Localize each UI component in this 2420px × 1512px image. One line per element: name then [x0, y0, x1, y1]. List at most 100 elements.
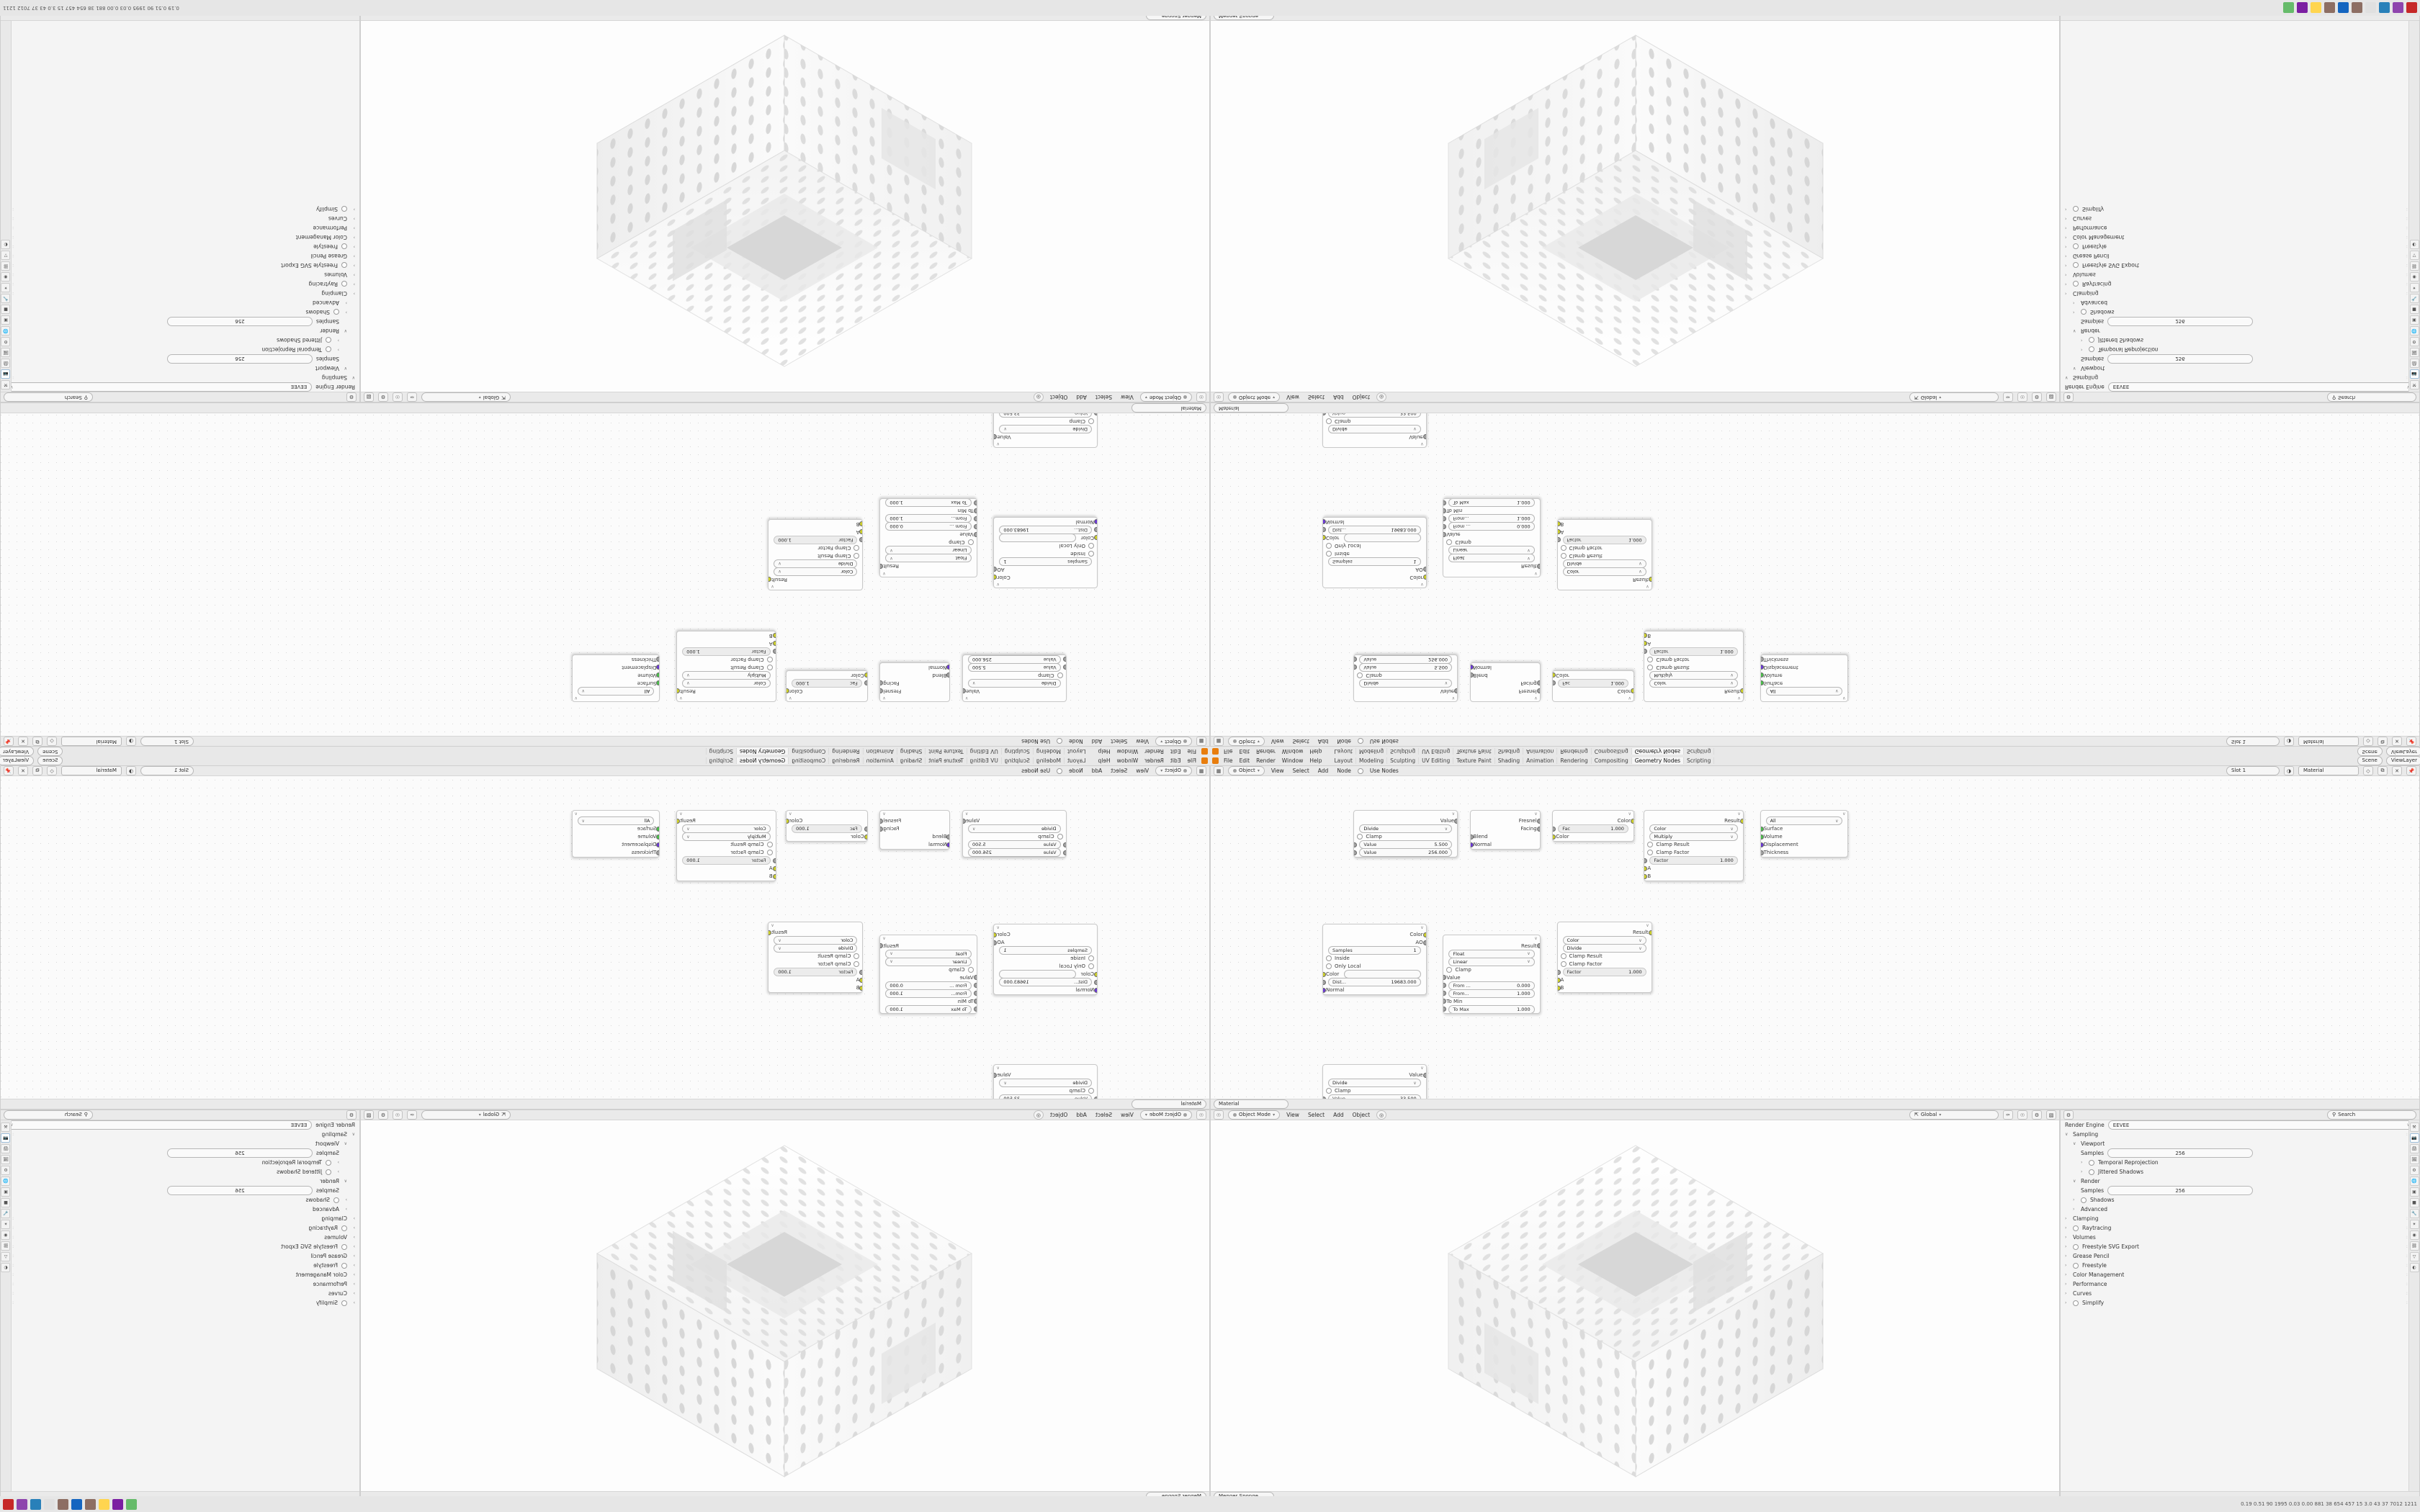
chevron-right-icon[interactable]: › [337, 1160, 339, 1165]
property-row[interactable]: ›Freestyle SVG Export:::: [2061, 261, 2419, 270]
node-editor-top-footer[interactable]: Material [1, 403, 1209, 413]
property-row[interactable]: ›Performance:::: [1, 223, 359, 233]
overlays-icon[interactable]: ▧ [364, 392, 374, 402]
node-enum-dropdown[interactable]: Divide ∨ [774, 559, 858, 568]
copy-icon[interactable]: ⧉ [2378, 737, 2388, 746]
node-field-row[interactable]: To Max 1.000 [880, 1004, 977, 1014]
node-field-row[interactable]: Only Local [994, 963, 1097, 971]
node-field-row[interactable]: Only Local [1323, 541, 1426, 549]
node-collapse-toggle[interactable]: ∨ [880, 696, 949, 702]
workspace-tab-texture-paint[interactable]: Texture Paint [925, 757, 967, 764]
pin-icon[interactable]: 📌 [4, 766, 14, 775]
node-socket-yellow[interactable] [859, 977, 864, 983]
node-value-field[interactable]: Factor 1.000 [1649, 856, 1738, 865]
editor-type-icon[interactable]: ☉ [1196, 1110, 1206, 1120]
node-enum-dropdown[interactable]: Float ∨ [885, 554, 972, 563]
chevron-right-icon[interactable]: › [2065, 235, 2067, 240]
node-value-field[interactable]: Dist... 19683.000 [1328, 978, 1421, 987]
node-collapse-toggle[interactable]: ∨ [880, 935, 976, 942]
workspace-tab-geometry-nodes[interactable]: Geometry Nodes [1631, 757, 1684, 764]
node-field-row[interactable]: From ... 0.000 [880, 981, 977, 990]
new-material-icon[interactable]: ◇ [47, 766, 57, 775]
node-field-row[interactable]: Only Local [994, 541, 1097, 549]
property-row[interactable]: ›Curves:::: [2061, 214, 2419, 223]
property-row[interactable]: ∨ Viewport [1, 1139, 359, 1148]
node-socket-grey[interactable] [1760, 850, 1764, 855]
property-row[interactable]: ›Performance:::: [2061, 223, 2419, 233]
node-enum-dropdown[interactable]: Float ∨ [1448, 554, 1535, 563]
property-checkbox[interactable] [326, 1159, 331, 1166]
chevron-right-icon[interactable]: › [353, 207, 355, 212]
shader-node[interactable]: ∨ Result Color ∨ Divide ∨ Clamp Result Clamp Fa… [1556, 519, 1652, 591]
property-checkbox[interactable] [341, 243, 347, 250]
chevron-down-icon[interactable]: ∨ [351, 375, 355, 380]
node-field-row[interactable]: Surface [573, 680, 660, 688]
node-editor-top-footer[interactable]: Material [1211, 1099, 2419, 1109]
node-checkbox[interactable] [1560, 953, 1567, 959]
node-field-row[interactable]: Factor 1.000 [1557, 968, 1652, 976]
editor-type-icon[interactable]: ☉ [1214, 1110, 1224, 1120]
node-enum-dropdown[interactable]: All ∨ [1765, 816, 1843, 825]
node-checkbox[interactable] [1357, 834, 1363, 840]
node-checkbox[interactable] [1647, 850, 1654, 855]
node-socket-purple[interactable] [1322, 987, 1326, 993]
node-socket-grey[interactable] [859, 537, 864, 543]
node-socket-grey[interactable] [1536, 563, 1541, 569]
node-field-row[interactable]: Normal [994, 986, 1098, 994]
node-collapse-toggle[interactable]: ∨ [573, 696, 660, 702]
node-value-field[interactable]: Factor 1.000 [682, 856, 771, 865]
node-field-row[interactable]: Divide ∨ [1354, 679, 1457, 688]
property-row[interactable]: ›Grease Pencil:::: [2061, 1251, 2419, 1261]
property-row[interactable]: ›Clamping:::: [1, 289, 359, 298]
node-output-socket-row[interactable]: Fresnel [879, 817, 949, 825]
node-field-row[interactable]: Clamp Factor [768, 960, 862, 968]
node-output-socket-row[interactable]: Facing [879, 825, 949, 833]
chevron-right-icon[interactable]: › [2065, 1244, 2067, 1249]
copy-icon[interactable]: ⧉ [32, 766, 42, 775]
properties-tab-column[interactable]: ⚒ 📷 🖨 🖼 ⚙ 🌐 ▣ ■ 🔧 ✴ ◉ ⛓ ▽ ◐ [2408, 1120, 2419, 1491]
node-field-row[interactable]: Clamp Result [1644, 841, 1742, 849]
node-field-row[interactable]: A [1556, 528, 1652, 536]
properties-tab-output-icon[interactable]: 🖨 [2409, 359, 2419, 368]
property-row[interactable]: › Shadows [1, 307, 359, 317]
node-field-row[interactable]: Dist... 19683.000 [1322, 525, 1426, 534]
proportional-edit-icon[interactable]: ☉ [393, 1110, 403, 1120]
node-field-row[interactable]: Value [1443, 531, 1539, 539]
chevron-right-icon[interactable]: › [353, 1300, 355, 1305]
workspace-tab-layout[interactable]: Layout [1064, 757, 1089, 764]
node-output-socket-row[interactable]: Color [993, 573, 1097, 581]
property-value-field[interactable]: 256 [2107, 354, 2254, 364]
node-enum-dropdown[interactable]: Divide ∨ [1562, 944, 1646, 953]
gizmo-icon[interactable]: ⚙ [2032, 1110, 2042, 1120]
editor-type-icon[interactable]: ▦ [1214, 737, 1224, 746]
node-output-socket-row[interactable]: Facing [1471, 825, 1540, 833]
node-socket-yellow[interactable] [1648, 577, 1652, 582]
properties-tab-modifier-icon[interactable]: 🔧 [2409, 294, 2419, 303]
node-checkbox[interactable] [853, 961, 860, 967]
node-field-row[interactable]: B [1557, 984, 1652, 992]
node-field-row[interactable]: B [1556, 521, 1652, 528]
node-socket-yellow[interactable] [859, 521, 864, 527]
node-field-row[interactable]: Clamp [1443, 966, 1539, 973]
node-collapse-toggle[interactable]: ∨ [1354, 696, 1457, 702]
node-enum-dropdown[interactable]: Divide ∨ [1328, 424, 1421, 433]
node-socket-grey[interactable] [656, 657, 660, 662]
menu-window[interactable]: Window [1116, 757, 1139, 764]
node-value-field[interactable]: From... 1.000 [1448, 514, 1535, 523]
chevron-down-icon[interactable]: ∨ [2073, 1141, 2076, 1146]
menu-render[interactable]: Render [1144, 757, 1164, 764]
node-output-socket-row[interactable]: Color [786, 817, 867, 825]
property-row[interactable]: ›Performance:::: [1, 1279, 359, 1289]
node-socket-grey[interactable] [1443, 500, 1447, 505]
chevron-right-icon[interactable]: › [2065, 1272, 2067, 1277]
node-socket-yellow[interactable] [772, 633, 776, 639]
node-field-row[interactable]: Factor 1.000 [677, 856, 776, 865]
property-row[interactable]: ∨Sampling:::: [2061, 373, 2419, 382]
global-view-icon[interactable]: ◎ [1033, 1110, 1044, 1120]
properties-body[interactable]: Render EngineEEVEE∨∨Sampling::::∨Viewpor… [2061, 1120, 2419, 1491]
properties-tab-view-layer-icon[interactable]: 🖼 [2409, 348, 2419, 357]
node-enum-dropdown[interactable]: Color ∨ [1562, 567, 1646, 576]
node-socket-yellow[interactable] [859, 985, 864, 991]
property-row[interactable]: ›Freestyle:::: [2061, 242, 2419, 251]
chevron-right-icon[interactable]: › [345, 300, 347, 305]
